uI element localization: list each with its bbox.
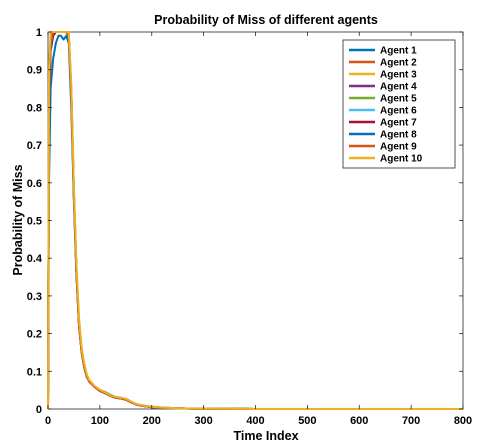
y-tick-label: 0.2	[27, 329, 42, 341]
x-tick-label: 400	[246, 415, 264, 427]
y-tick-label: 0.8	[27, 102, 42, 114]
x-tick-label: 0	[45, 415, 51, 427]
y-tick-label: 0.9	[27, 65, 42, 77]
x-axis-label: Time Index	[233, 429, 298, 443]
y-tick-label: 0.3	[27, 291, 42, 303]
legend-label: Agent 2	[380, 58, 417, 69]
chart-title: Probability of Miss of different agents	[154, 13, 378, 27]
y-tick-label: 0.7	[27, 140, 42, 152]
x-tick-label: 800	[454, 415, 472, 427]
legend-label: Agent 8	[380, 130, 417, 141]
y-axis-label: Probability of Miss	[11, 164, 25, 275]
y-tick-label: 0	[36, 404, 42, 416]
x-tick-label: 200	[143, 415, 161, 427]
y-axis-ticks: 0 0.1 0.2 0.3 0.4 0.5 0.6 0.7 0.8 0.9 1	[27, 27, 463, 416]
x-tick-label: 600	[350, 415, 368, 427]
legend-label: Agent 7	[380, 118, 417, 129]
legend-label: Agent 9	[380, 142, 417, 153]
x-tick-label: 700	[402, 415, 420, 427]
y-tick-label: 0.6	[27, 178, 42, 190]
legend-label: Agent 5	[380, 94, 417, 105]
legend-label: Agent 4	[380, 82, 417, 93]
y-tick-label: 0.5	[27, 216, 42, 228]
series-line-agent-10	[47, 31, 463, 410]
legend-label: Agent 6	[380, 106, 417, 117]
series-lines	[47, 31, 463, 410]
y-tick-label: 0.1	[27, 366, 42, 378]
x-tick-label: 500	[298, 415, 316, 427]
x-tick-label: 300	[194, 415, 212, 427]
y-tick-label: 0.4	[27, 253, 43, 265]
y-tick-label: 1	[36, 27, 42, 39]
x-axis-ticks: 0 100 200 300 400 500 600 700 800	[45, 32, 472, 427]
legend-label: Agent 3	[380, 70, 417, 81]
legend-label: Agent 1	[380, 46, 417, 57]
x-tick-label: 100	[91, 415, 109, 427]
legend-label: Agent 10	[380, 154, 423, 165]
